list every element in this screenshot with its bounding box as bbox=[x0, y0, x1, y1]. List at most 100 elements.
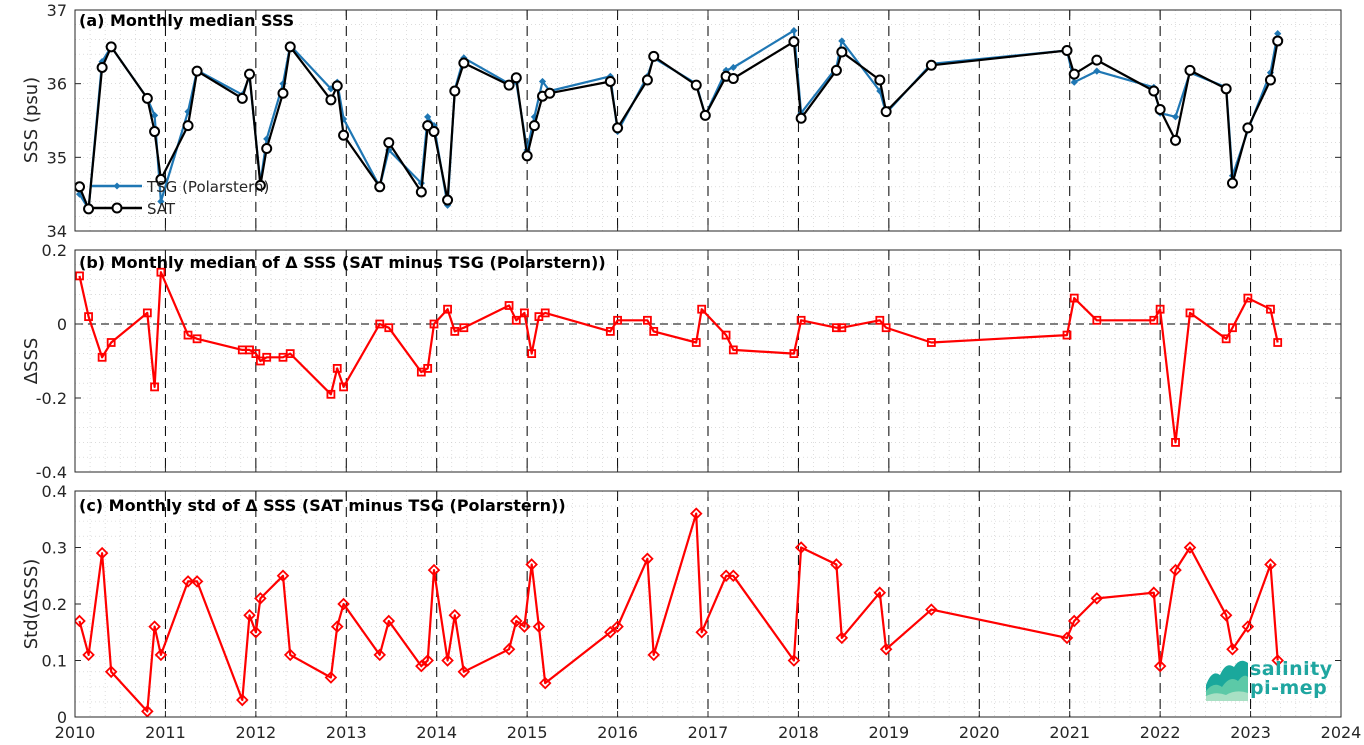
data-point-square bbox=[605, 326, 615, 336]
data-point-square bbox=[697, 304, 707, 314]
data-point-diamond bbox=[1169, 563, 1182, 577]
data-point-square bbox=[1228, 323, 1237, 333]
panel-a: 34 35 36 37 (a) Monthly median SSS SSS (psu… bbox=[21, 1, 1342, 241]
data-point-diamond bbox=[641, 552, 654, 566]
data-point-diamond bbox=[695, 625, 708, 639]
data-point-diamond bbox=[337, 597, 350, 611]
data-point-diamond bbox=[141, 705, 154, 717]
panel-a-ylabel: SSS (psu) bbox=[21, 77, 42, 163]
data-point-square bbox=[150, 382, 159, 392]
panel-c: 00.10.20.30.4 2010 2011 2012 2013 2014 2015 20… bbox=[21, 482, 1361, 742]
y-tick-label: -0.4 bbox=[36, 463, 67, 482]
data-point-diamond bbox=[1219, 609, 1233, 622]
data-point-diamond bbox=[382, 614, 396, 628]
data-point-circle bbox=[699, 109, 711, 121]
data-point-circle bbox=[244, 68, 256, 80]
data-point-circle bbox=[830, 64, 842, 76]
data-point-diamond bbox=[530, 113, 538, 121]
data-point-diamond bbox=[385, 146, 393, 154]
data-point-diamond bbox=[538, 676, 552, 690]
data-point-circle bbox=[925, 59, 937, 71]
data-point-diamond bbox=[925, 603, 938, 616]
data-point-circle bbox=[836, 46, 848, 58]
data-point-diamond bbox=[190, 575, 204, 588]
logo-waves-icon bbox=[1206, 660, 1248, 701]
data-point-diamond bbox=[243, 609, 256, 622]
data-point-diamond bbox=[787, 654, 801, 667]
data-point-square bbox=[1185, 308, 1195, 318]
data-point-square bbox=[1062, 330, 1072, 340]
data-point-square bbox=[511, 315, 521, 325]
y-tick-label: 37 bbox=[47, 1, 67, 20]
data-point-diamond bbox=[82, 648, 95, 662]
data-point-diamond bbox=[104, 665, 118, 679]
panel-b-yticks: -0.4 -0.2 0 0.2 bbox=[36, 241, 1342, 482]
data-point-circle bbox=[641, 74, 653, 86]
data-point-diamond bbox=[154, 648, 168, 662]
data-point-square bbox=[796, 315, 806, 325]
data-point-diamond bbox=[1090, 592, 1104, 605]
data-point-square bbox=[106, 338, 116, 347]
panel-b-ylabel: ΔSSS bbox=[21, 338, 42, 385]
data-point-diamond bbox=[510, 614, 523, 628]
data-point-circle bbox=[521, 150, 533, 162]
data-point-circle bbox=[510, 72, 522, 84]
data-point-square bbox=[75, 271, 84, 281]
panel-c-series-std bbox=[75, 507, 1284, 717]
data-point-square bbox=[1149, 315, 1159, 325]
y-tick-label: 0.2 bbox=[42, 595, 67, 614]
data-point-circle bbox=[1091, 54, 1103, 66]
data-point-circle bbox=[874, 74, 886, 86]
legend-sat-marker bbox=[111, 202, 123, 214]
legend-tsg-label: TSG (Polarstern) bbox=[146, 178, 269, 196]
data-point-diamond bbox=[1241, 620, 1255, 633]
data-point-circle bbox=[277, 87, 289, 99]
data-point-diamond bbox=[838, 37, 846, 45]
panel-b-title: (b) Monthly median of Δ SSS (SAT minus T… bbox=[79, 253, 606, 272]
data-point-circle bbox=[383, 137, 395, 149]
data-point-circle bbox=[149, 126, 161, 138]
y-tick-label: 0 bbox=[57, 708, 67, 727]
data-point-square bbox=[443, 304, 452, 314]
data-point-diamond bbox=[1171, 113, 1180, 121]
data-point-square bbox=[527, 349, 537, 359]
legend-tsg-marker bbox=[113, 182, 121, 190]
data-point-square bbox=[84, 312, 93, 322]
data-point-diamond bbox=[525, 558, 538, 571]
y-tick-label: 35 bbox=[47, 148, 67, 167]
data-point-circle bbox=[191, 65, 203, 77]
data-point-diamond bbox=[1271, 654, 1284, 667]
data-point-square bbox=[691, 338, 701, 347]
data-point-diamond bbox=[1274, 29, 1282, 38]
x-tick-label: 2014 bbox=[416, 723, 457, 742]
data-point-diamond bbox=[457, 665, 471, 679]
data-point-diamond bbox=[1183, 541, 1197, 554]
data-point-diamond bbox=[794, 541, 808, 554]
data-point-square bbox=[1171, 437, 1180, 447]
data-point-diamond bbox=[647, 648, 661, 662]
data-point-circle bbox=[415, 186, 427, 198]
data-point-square bbox=[504, 301, 514, 310]
data-point-square bbox=[156, 267, 166, 277]
y-tick-label: 0.3 bbox=[42, 539, 67, 558]
x-tick-label: 2011 bbox=[145, 723, 186, 742]
data-point-diamond bbox=[1060, 631, 1074, 645]
panel-a-series-sat bbox=[75, 35, 1284, 215]
data-point-diamond bbox=[263, 135, 271, 143]
x-tick-label: 2017 bbox=[688, 723, 729, 742]
data-point-circle bbox=[1148, 85, 1160, 97]
data-point-circle bbox=[727, 73, 739, 85]
data-point-square bbox=[875, 315, 885, 325]
data-point-circle bbox=[83, 203, 95, 215]
data-point-circle bbox=[1170, 134, 1182, 146]
data-point-square bbox=[728, 345, 738, 355]
data-point-diamond bbox=[1093, 67, 1101, 75]
x-tick-label: 2022 bbox=[1140, 723, 1181, 742]
x-tick-label: 2015 bbox=[507, 723, 548, 742]
data-point-circle bbox=[1242, 122, 1254, 134]
data-point-diamond bbox=[1067, 614, 1081, 628]
data-point-square bbox=[429, 319, 439, 329]
data-point-square bbox=[423, 363, 433, 373]
x-tick-label: 2013 bbox=[326, 723, 367, 742]
panel-c-year-lines bbox=[164, 491, 1252, 717]
